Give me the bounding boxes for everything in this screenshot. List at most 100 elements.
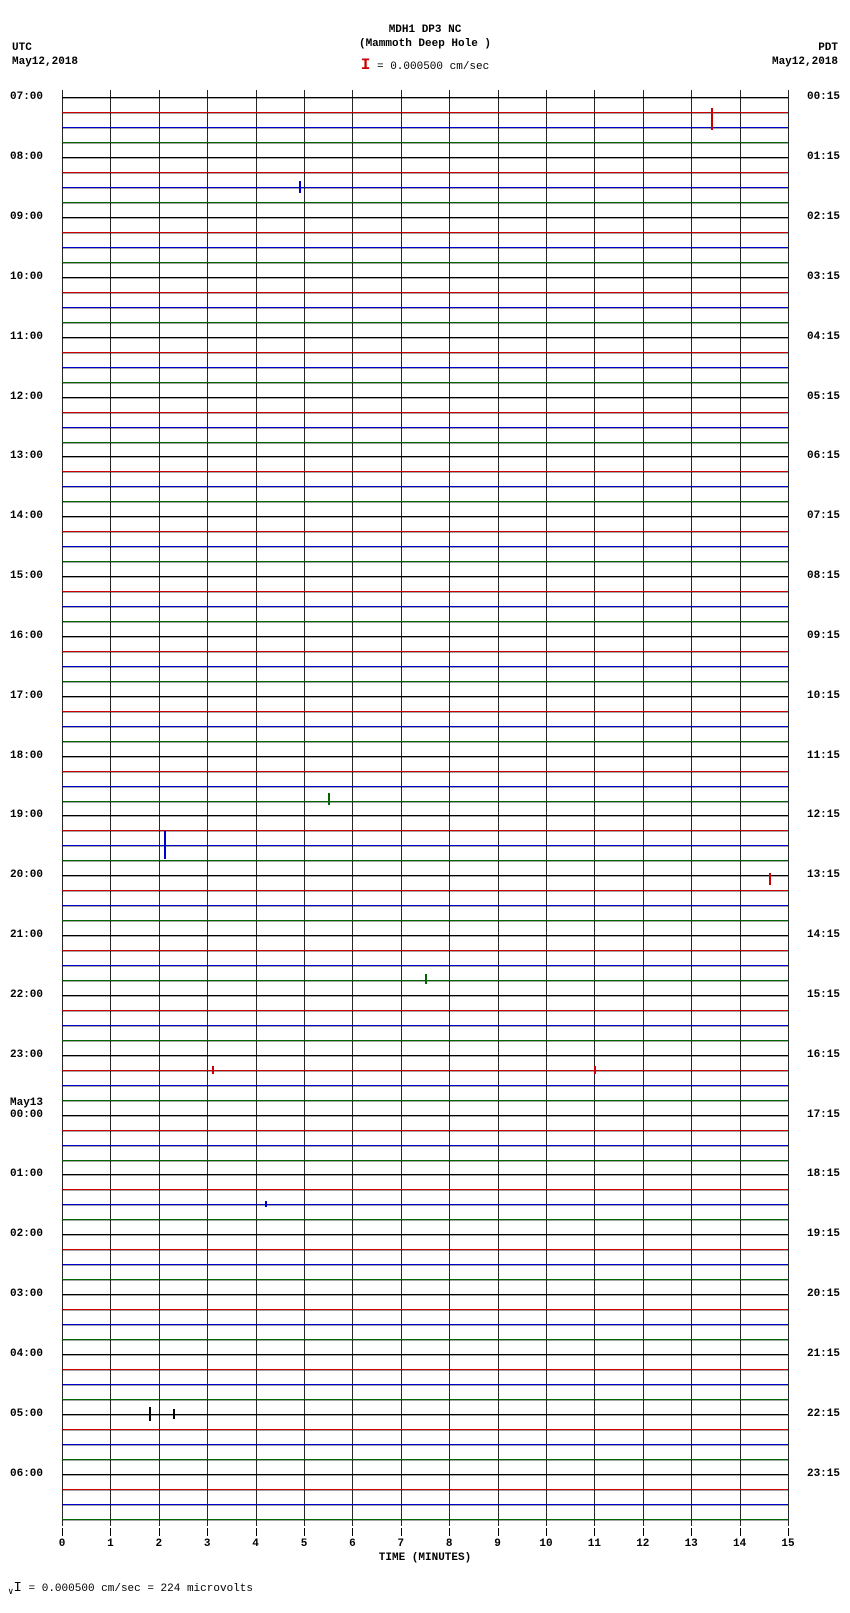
- x-tick-label: 0: [59, 1538, 66, 1550]
- left-hour-label: 21:00: [10, 929, 43, 941]
- trace-baseline: [62, 532, 788, 533]
- x-tick-label: 13: [685, 1538, 698, 1550]
- left-hour-label: 12:00: [10, 391, 43, 403]
- station-subtitle: (Mammoth Deep Hole ): [0, 38, 850, 50]
- x-tick: [159, 1528, 160, 1536]
- x-tick-label: 9: [494, 1538, 501, 1550]
- trace-baseline: [62, 323, 788, 324]
- left-hour-label: 19:00: [10, 809, 43, 821]
- scale-text: = 0.000500 cm/sec: [377, 61, 489, 73]
- x-tick: [304, 1528, 305, 1536]
- trace-baseline: [62, 1490, 788, 1491]
- right-hour-label: 05:15: [807, 391, 840, 403]
- trace-baseline: [62, 1340, 788, 1341]
- left-hour-label: 01:00: [10, 1168, 43, 1180]
- right-hour-label: 20:15: [807, 1288, 840, 1300]
- x-tick: [594, 1528, 595, 1536]
- x-tick: [401, 1528, 402, 1536]
- seismic-spike: [594, 1066, 596, 1074]
- trace-baseline: [62, 1011, 788, 1012]
- left-hour-label: 06:00: [10, 1468, 43, 1480]
- trace-baseline: [62, 308, 788, 309]
- x-tick: [256, 1528, 257, 1536]
- trace-baseline: [62, 622, 788, 623]
- trace-baseline: [62, 652, 788, 653]
- trace-baseline: [62, 1235, 788, 1236]
- trace-baseline: [62, 128, 788, 129]
- trace-baseline: [62, 338, 788, 339]
- left-hour-label: 14:00: [10, 510, 43, 522]
- left-hour-label: 17:00: [10, 690, 43, 702]
- x-tick-label: 11: [588, 1538, 601, 1550]
- trace-baseline: [62, 443, 788, 444]
- grid-vertical: [788, 90, 789, 1526]
- left-hour-label: 02:00: [10, 1228, 43, 1240]
- trace-baseline: [62, 1131, 788, 1132]
- trace-baseline: [62, 1101, 788, 1102]
- trace-baseline: [62, 637, 788, 638]
- x-tick-label: 12: [636, 1538, 649, 1550]
- seismogram-container: MDH1 DP3 NC (Mammoth Deep Hole ) I = 0.0…: [0, 0, 850, 1613]
- trace-baseline: [62, 1370, 788, 1371]
- trace-baseline: [62, 1430, 788, 1431]
- left-hour-label: 18:00: [10, 750, 43, 762]
- trace-baseline: [62, 1355, 788, 1356]
- trace-baseline: [62, 1265, 788, 1266]
- trace-baseline: [62, 727, 788, 728]
- right-hour-label: 04:15: [807, 331, 840, 343]
- trace-baseline: [62, 113, 788, 114]
- trace-baseline: [62, 233, 788, 234]
- trace-baseline: [62, 891, 788, 892]
- trace-baseline: [62, 787, 788, 788]
- footer-bracket: I: [14, 1580, 22, 1596]
- trace-baseline: [62, 98, 788, 99]
- trace-baseline: [62, 1175, 788, 1176]
- right-hour-label: 17:15: [807, 1109, 840, 1121]
- trace-baseline: [62, 158, 788, 159]
- trace-baseline: [62, 1505, 788, 1506]
- station-title: MDH1 DP3 NC: [0, 24, 850, 36]
- trace-baseline: [62, 876, 788, 877]
- right-hour-label: 02:15: [807, 211, 840, 223]
- left-hour-label: 16:00: [10, 630, 43, 642]
- scale-indicator: I = 0.000500 cm/sec: [0, 56, 850, 74]
- day-break-label: May13: [10, 1097, 43, 1109]
- trace-baseline: [62, 1460, 788, 1461]
- trace-baseline: [62, 293, 788, 294]
- trace-baseline: [62, 547, 788, 548]
- x-tick-label: 1: [107, 1538, 114, 1550]
- trace-baseline: [62, 816, 788, 817]
- x-tick: [449, 1528, 450, 1536]
- trace-baseline: [62, 921, 788, 922]
- right-hour-label: 15:15: [807, 989, 840, 1001]
- x-tick-label: 14: [733, 1538, 746, 1550]
- trace-baseline: [62, 1220, 788, 1221]
- x-tick: [352, 1528, 353, 1536]
- trace-baseline: [62, 428, 788, 429]
- trace-baseline: [62, 757, 788, 758]
- trace-baseline: [62, 1026, 788, 1027]
- trace-baseline: [62, 517, 788, 518]
- right-hour-label: 00:15: [807, 91, 840, 103]
- right-hour-label: 08:15: [807, 570, 840, 582]
- left-hour-label: 13:00: [10, 450, 43, 462]
- seismic-spike: [265, 1201, 267, 1207]
- trace-baseline: [62, 1161, 788, 1162]
- right-hour-label: 01:15: [807, 151, 840, 163]
- trace-baseline: [62, 1041, 788, 1042]
- right-hour-label: 11:15: [807, 750, 840, 762]
- tz-right: PDT: [818, 42, 838, 54]
- trace-baseline: [62, 562, 788, 563]
- right-hour-label: 23:15: [807, 1468, 840, 1480]
- left-hour-label: 11:00: [10, 331, 43, 343]
- seismic-spike: [164, 831, 166, 859]
- seismic-spike: [173, 1409, 175, 1419]
- left-hour-label: 04:00: [10, 1348, 43, 1360]
- trace-baseline: [62, 248, 788, 249]
- trace-baseline: [62, 996, 788, 997]
- x-tick-label: 3: [204, 1538, 211, 1550]
- tz-left: UTC: [12, 42, 32, 54]
- trace-baseline: [62, 846, 788, 847]
- scale-bracket: I: [361, 56, 371, 74]
- trace-baseline: [62, 1056, 788, 1057]
